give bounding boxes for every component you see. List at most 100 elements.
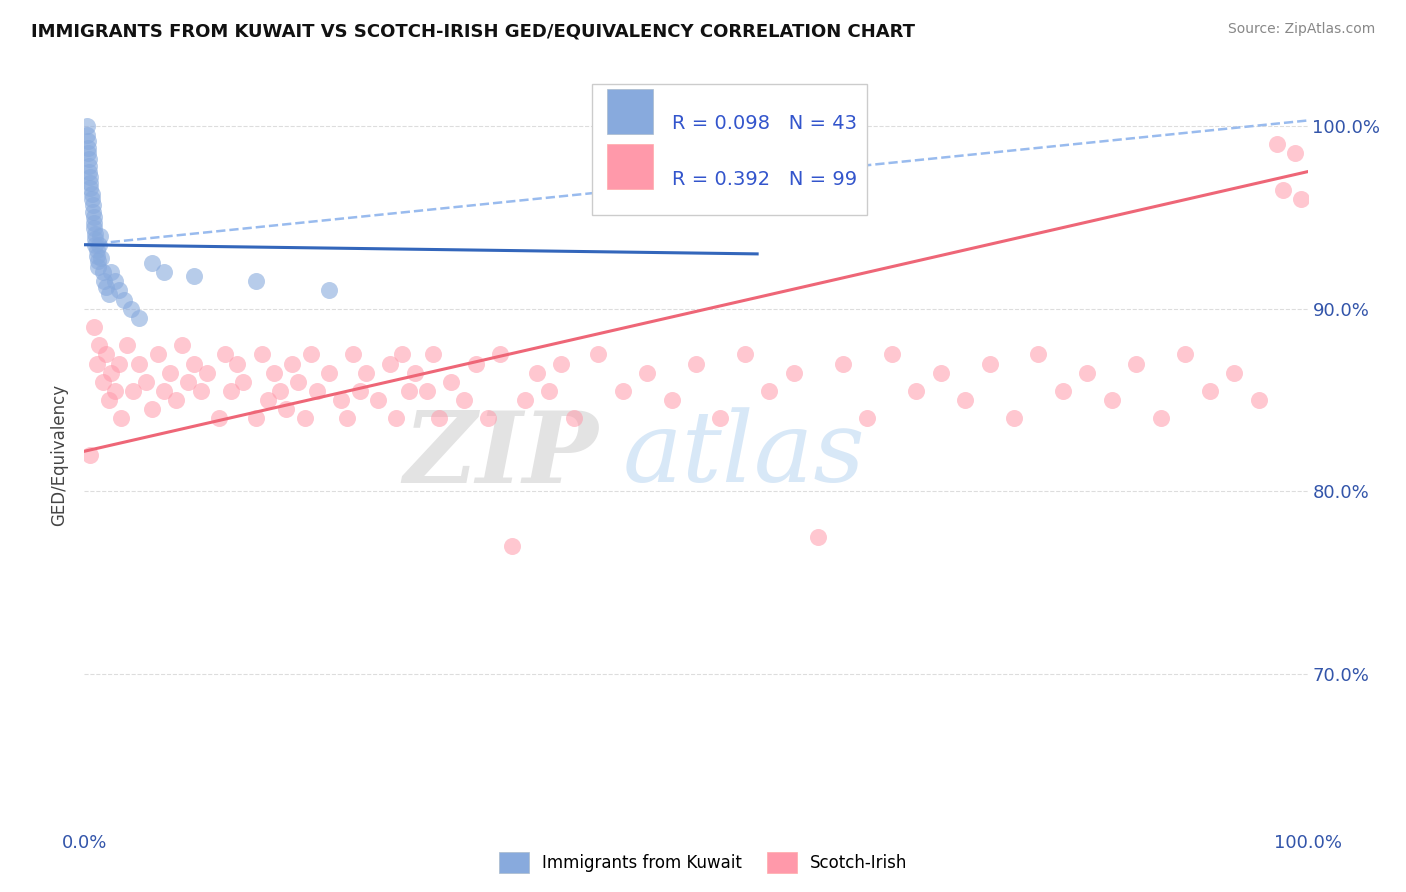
- Point: [276, 402, 298, 417]
- Point: [464, 357, 486, 371]
- Point: [257, 393, 280, 408]
- Bar: [592, 84, 868, 215]
- Point: [299, 347, 322, 361]
- Point: [287, 375, 309, 389]
- Point: [89, 228, 111, 243]
- Point: [107, 284, 129, 298]
- Point: [96, 280, 118, 294]
- Point: [1291, 192, 1313, 206]
- Point: [172, 338, 194, 352]
- Point: [77, 152, 100, 166]
- Point: [153, 384, 176, 398]
- Point: [783, 366, 806, 380]
- Point: [489, 347, 512, 361]
- Point: [128, 357, 150, 371]
- Point: [526, 366, 548, 380]
- Point: [513, 393, 536, 408]
- Point: [83, 221, 105, 235]
- Text: R = 0.098   N = 43: R = 0.098 N = 43: [672, 114, 856, 133]
- Point: [76, 119, 98, 133]
- Point: [183, 357, 205, 371]
- Point: [1076, 366, 1098, 380]
- Text: ZIP: ZIP: [404, 407, 598, 503]
- Point: [318, 284, 340, 298]
- Point: [183, 268, 205, 283]
- Point: [104, 384, 127, 398]
- Point: [1101, 393, 1123, 408]
- Point: [77, 164, 100, 178]
- Bar: [606, 89, 654, 134]
- Point: [636, 366, 658, 380]
- Point: [141, 402, 163, 417]
- Point: [330, 393, 353, 408]
- Point: [1002, 411, 1025, 425]
- Point: [96, 347, 118, 361]
- Point: [232, 375, 254, 389]
- Point: [165, 393, 187, 408]
- Point: [1223, 366, 1246, 380]
- Point: [141, 256, 163, 270]
- Point: [453, 393, 475, 408]
- Point: [391, 347, 413, 361]
- Point: [349, 384, 371, 398]
- Point: [100, 265, 122, 279]
- Point: [979, 357, 1001, 371]
- Point: [562, 411, 585, 425]
- Point: [245, 411, 267, 425]
- Point: [87, 237, 110, 252]
- Point: [190, 384, 212, 398]
- Point: [77, 141, 100, 155]
- Point: [79, 176, 101, 190]
- Point: [367, 393, 389, 408]
- Point: [586, 347, 609, 361]
- Point: [422, 347, 444, 361]
- Point: [538, 384, 561, 398]
- Point: [86, 249, 108, 263]
- Point: [1150, 411, 1173, 425]
- Point: [245, 274, 267, 288]
- Point: [77, 159, 100, 173]
- Point: [83, 211, 105, 225]
- Point: [1284, 146, 1306, 161]
- Point: [709, 411, 731, 425]
- Point: [82, 205, 104, 219]
- Point: [807, 530, 830, 544]
- Point: [1272, 183, 1295, 197]
- Point: [79, 181, 101, 195]
- Point: [1198, 384, 1220, 398]
- Point: [90, 251, 112, 265]
- Point: [87, 254, 110, 268]
- Point: [427, 411, 450, 425]
- Point: [550, 357, 572, 371]
- Point: [226, 357, 249, 371]
- Point: [91, 265, 114, 279]
- Point: [502, 539, 524, 553]
- Point: [380, 357, 402, 371]
- Point: [122, 384, 145, 398]
- Point: [80, 186, 103, 201]
- Point: [135, 375, 157, 389]
- Point: [97, 287, 120, 301]
- Point: [250, 347, 273, 361]
- Bar: [606, 144, 654, 189]
- Text: Source: ZipAtlas.com: Source: ZipAtlas.com: [1227, 22, 1375, 37]
- Point: [84, 237, 107, 252]
- Point: [93, 274, 115, 288]
- Point: [1125, 357, 1147, 371]
- Point: [79, 170, 101, 185]
- Point: [342, 347, 364, 361]
- Point: [1052, 384, 1074, 398]
- Point: [87, 338, 110, 352]
- Point: [115, 338, 138, 352]
- Point: [1247, 393, 1270, 408]
- Point: [97, 393, 120, 408]
- Point: [219, 384, 242, 398]
- Point: [612, 384, 634, 398]
- Point: [100, 366, 122, 380]
- Point: [128, 310, 150, 325]
- Point: [79, 448, 101, 462]
- Point: [831, 357, 853, 371]
- Point: [110, 411, 132, 425]
- Point: [404, 366, 426, 380]
- Point: [80, 192, 103, 206]
